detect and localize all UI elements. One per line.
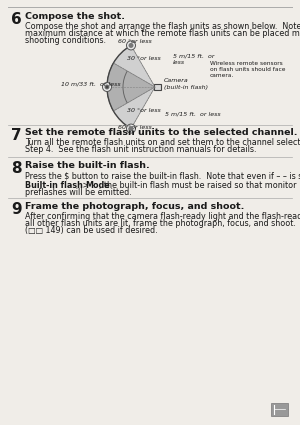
Text: preflashes will be emitted.: preflashes will be emitted. <box>25 188 132 197</box>
Text: Raise the built-in flash.: Raise the built-in flash. <box>25 161 150 170</box>
Circle shape <box>127 124 136 133</box>
Wedge shape <box>107 45 155 129</box>
Text: 10 m/33 ft.  or less: 10 m/33 ft. or less <box>61 81 121 86</box>
Text: 227: 227 <box>272 409 289 418</box>
Circle shape <box>128 43 134 48</box>
Text: 60 °or less: 60 °or less <box>118 125 152 130</box>
Text: Wireless remote sensors: Wireless remote sensors <box>210 61 283 66</box>
Circle shape <box>106 85 109 88</box>
Text: Frame the photograph, focus, and shoot.: Frame the photograph, focus, and shoot. <box>25 202 244 211</box>
Text: Press the $ button to raise the built-in flash.  Note that even if – – is select: Press the $ button to raise the built-in… <box>25 171 300 180</box>
Text: (built-in flash): (built-in flash) <box>164 85 208 90</box>
Text: (□□ 149) can be used if desired.: (□□ 149) can be used if desired. <box>25 226 158 235</box>
Text: Compose the shot.: Compose the shot. <box>25 12 125 21</box>
Text: 30 °or less: 30 °or less <box>127 56 161 61</box>
Text: shooting conditions.: shooting conditions. <box>25 36 106 45</box>
Text: Mode: Mode <box>85 181 110 190</box>
Text: 5 m/15 ft.  or: 5 m/15 ft. or <box>173 53 214 58</box>
Text: 30 °or less: 30 °or less <box>127 108 161 113</box>
Text: 5 m/15 ft.  or less: 5 m/15 ft. or less <box>165 111 220 116</box>
Circle shape <box>128 126 134 131</box>
Text: less: less <box>173 60 185 65</box>
Circle shape <box>104 85 110 90</box>
Text: Set the remote flash units to the selected channel.: Set the remote flash units to the select… <box>25 128 298 137</box>
Text: After confirming that the camera flash-ready light and the flash-ready lights fo: After confirming that the camera flash-r… <box>25 212 300 221</box>
Text: 8: 8 <box>11 161 22 176</box>
Wedge shape <box>107 63 155 111</box>
Circle shape <box>127 41 136 50</box>
Text: 9: 9 <box>11 202 22 217</box>
FancyBboxPatch shape <box>271 403 288 416</box>
Text: Step 4.  See the flash unit instruction manuals for details.: Step 4. See the flash unit instruction m… <box>25 145 256 154</box>
Text: Compose the shot and arrange the flash units as shown below.  Note that the: Compose the shot and arrange the flash u… <box>25 22 300 31</box>
Text: Built-in flash: Built-in flash <box>25 181 83 190</box>
Text: 7: 7 <box>11 128 22 143</box>
Circle shape <box>103 82 112 91</box>
Text: Camera: Camera <box>164 78 189 83</box>
Text: maximum distance at which the remote flash units can be placed may vary with: maximum distance at which the remote fla… <box>25 29 300 38</box>
Text: on flash units should face: on flash units should face <box>210 67 286 72</box>
Text: >: > <box>80 181 92 190</box>
Text: , the built-in flash must be raised so that monitor: , the built-in flash must be raised so t… <box>99 181 296 190</box>
Text: all other flash units are lit, frame the photograph, focus, and shoot.  FV lock: all other flash units are lit, frame the… <box>25 219 300 228</box>
Text: Turn all the remote flash units on and set them to the channel selected in: Turn all the remote flash units on and s… <box>25 138 300 147</box>
FancyBboxPatch shape <box>154 84 161 90</box>
Text: camera.: camera. <box>210 73 234 78</box>
Text: 60 °or less: 60 °or less <box>118 39 152 44</box>
Text: 6: 6 <box>11 12 22 27</box>
